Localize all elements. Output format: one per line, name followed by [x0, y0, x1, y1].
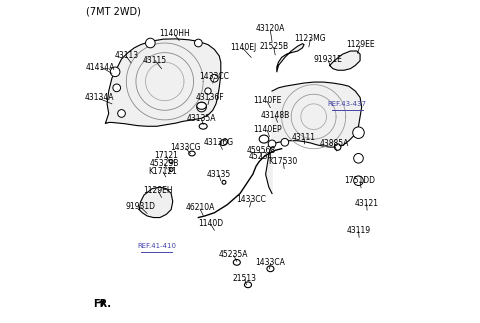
Circle shape — [205, 88, 211, 94]
Text: 1140EJ: 1140EJ — [230, 43, 256, 52]
Circle shape — [194, 39, 202, 47]
Circle shape — [268, 140, 276, 148]
Text: 45235A: 45235A — [219, 250, 248, 259]
Text: 43113: 43113 — [114, 51, 138, 60]
Text: 1433CC: 1433CC — [236, 195, 266, 204]
Circle shape — [281, 139, 288, 146]
Circle shape — [110, 67, 120, 77]
Text: K17121: K17121 — [149, 167, 178, 176]
Text: 1433CA: 1433CA — [255, 258, 285, 267]
Ellipse shape — [259, 135, 269, 143]
Text: 1140HH: 1140HH — [159, 29, 190, 38]
Circle shape — [353, 127, 364, 139]
Ellipse shape — [199, 123, 207, 129]
Text: FR.: FR. — [93, 299, 111, 309]
Text: 91931E: 91931E — [313, 55, 343, 64]
Text: 45234: 45234 — [249, 152, 273, 161]
Ellipse shape — [233, 259, 240, 265]
Text: 1140D: 1140D — [199, 219, 224, 228]
Text: REF.43-437: REF.43-437 — [328, 101, 367, 107]
Ellipse shape — [244, 282, 252, 288]
Text: REF.41-410: REF.41-410 — [137, 243, 176, 249]
Ellipse shape — [335, 144, 341, 150]
Text: K17530: K17530 — [269, 157, 298, 166]
Ellipse shape — [169, 168, 173, 172]
Circle shape — [197, 102, 206, 112]
Polygon shape — [139, 187, 173, 217]
Text: 43120A: 43120A — [256, 24, 285, 33]
Text: 1129EH: 1129EH — [144, 186, 173, 195]
Ellipse shape — [197, 102, 206, 109]
Ellipse shape — [220, 139, 228, 145]
Text: 43885A: 43885A — [320, 140, 349, 148]
Text: 43134A: 43134A — [84, 93, 114, 102]
Text: 43135A: 43135A — [187, 114, 216, 123]
Text: 1433CG: 1433CG — [170, 142, 201, 151]
Polygon shape — [265, 82, 362, 193]
Text: 43111: 43111 — [292, 133, 316, 142]
Text: 45323B: 45323B — [150, 159, 180, 168]
Circle shape — [118, 109, 125, 117]
Text: 91931D: 91931D — [126, 202, 156, 211]
Text: 46210A: 46210A — [185, 203, 215, 213]
Text: 1123MG: 1123MG — [295, 34, 326, 43]
Text: 43148B: 43148B — [261, 110, 290, 120]
Circle shape — [211, 74, 218, 82]
Text: 43115: 43115 — [143, 56, 167, 65]
Text: 43119: 43119 — [347, 226, 371, 235]
Text: 43136F: 43136F — [195, 93, 224, 102]
Text: 43135: 43135 — [207, 170, 231, 179]
Text: (7MT 2WD): (7MT 2WD) — [86, 6, 141, 16]
Polygon shape — [330, 51, 360, 70]
Text: 459568: 459568 — [246, 146, 276, 155]
Text: 1751DD: 1751DD — [345, 176, 375, 185]
Circle shape — [113, 84, 120, 92]
Text: 17121: 17121 — [155, 151, 178, 160]
Ellipse shape — [189, 151, 195, 156]
Circle shape — [145, 38, 155, 48]
Text: 43136G: 43136G — [204, 138, 234, 147]
Circle shape — [354, 176, 363, 185]
Text: 21525B: 21525B — [259, 42, 288, 51]
Text: 41414A: 41414A — [86, 63, 115, 71]
Text: 43121: 43121 — [355, 199, 379, 208]
Ellipse shape — [267, 266, 274, 272]
Polygon shape — [277, 44, 304, 72]
Circle shape — [354, 153, 363, 163]
Text: 1433CC: 1433CC — [200, 72, 229, 81]
Ellipse shape — [169, 160, 173, 163]
Ellipse shape — [222, 180, 226, 184]
Text: 1140EP: 1140EP — [253, 125, 282, 134]
Text: 21513: 21513 — [233, 274, 257, 283]
Polygon shape — [106, 39, 221, 126]
Text: 1129EE: 1129EE — [346, 40, 374, 49]
Text: 1140FE: 1140FE — [253, 96, 281, 105]
